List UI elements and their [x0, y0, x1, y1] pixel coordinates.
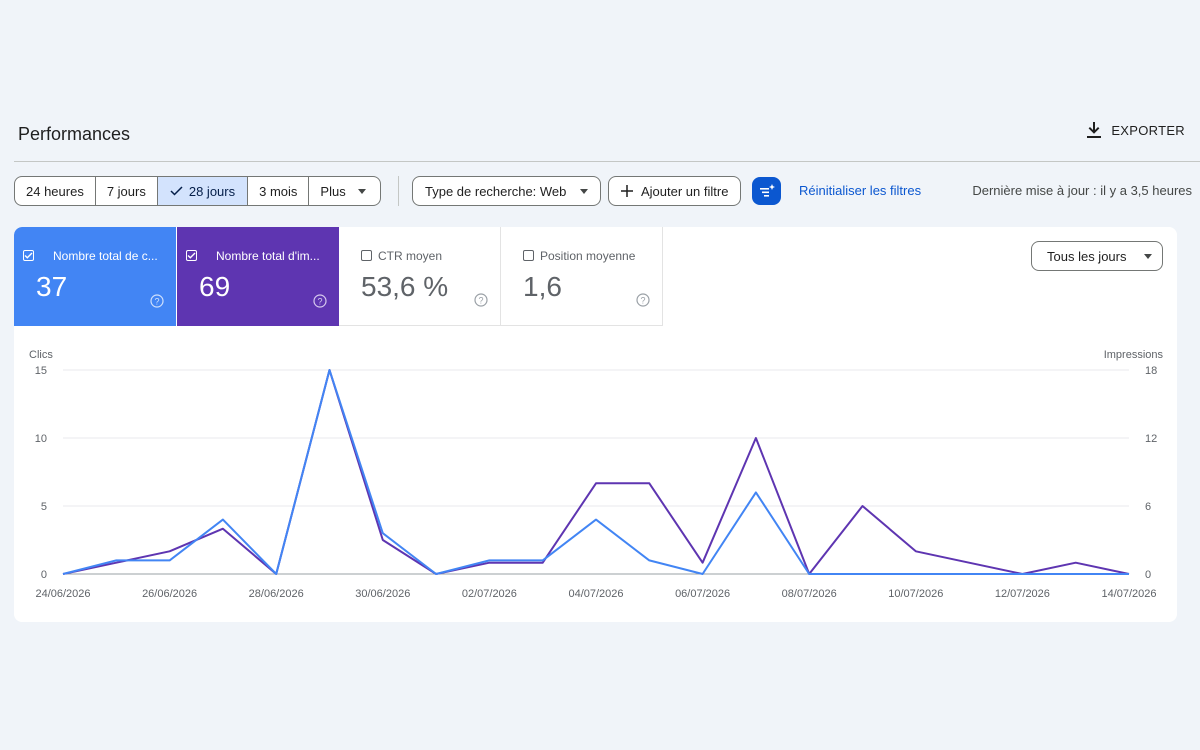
help-icon[interactable]: ?	[474, 293, 488, 312]
y-left-tick-label: 10	[35, 433, 47, 445]
date-range-24h[interactable]: 24 heures	[15, 177, 96, 205]
dropdown-arrow-icon	[1144, 253, 1152, 259]
help-icon[interactable]: ?	[636, 293, 650, 312]
date-range-3m[interactable]: 3 mois	[248, 177, 310, 205]
x-tick-label: 06/07/2026	[675, 588, 730, 600]
performance-card: Nombre total de c... 37 ? Nombre total d…	[14, 227, 1177, 622]
add-filter-button[interactable]: Ajouter un filtre	[608, 176, 742, 206]
y-right-tick-label: 6	[1145, 501, 1151, 513]
filter-sparkle-icon	[759, 184, 775, 197]
plus-icon	[621, 185, 633, 197]
reset-filters-link[interactable]: Réinitialiser les filtres	[799, 183, 922, 198]
checkbox-checked-icon	[186, 250, 197, 261]
x-tick-label: 08/07/2026	[782, 588, 837, 600]
download-icon	[1087, 122, 1102, 138]
page-title: Performances	[18, 124, 131, 144]
svg-text:?: ?	[478, 295, 483, 305]
last-update-text: Dernière mise à jour : il y a 3,5 heures	[972, 183, 1192, 198]
x-tick-label: 10/07/2026	[888, 588, 943, 600]
metric-card-ctr[interactable]: CTR moyen 53,6 % ?	[339, 227, 501, 326]
series-line-clics	[62, 369, 1129, 575]
metric-card-position[interactable]: Position moyenne 1,6 ?	[501, 227, 663, 326]
date-range-label: 3 mois	[259, 183, 298, 199]
svg-text:?: ?	[154, 296, 159, 306]
metric-card-clicks[interactable]: Nombre total de c... 37 ?	[14, 227, 176, 326]
date-range-label: 7 jours	[106, 183, 146, 199]
header-divider	[14, 161, 1200, 162]
export-label: EXPORTER	[1111, 122, 1185, 138]
svg-text:?: ?	[640, 295, 645, 305]
help-icon[interactable]: ?	[150, 294, 164, 313]
y-left-tick-label: 0	[41, 569, 47, 581]
y-left-axis-title: Clics	[29, 349, 53, 361]
date-range-28d[interactable]: 28 jours	[157, 177, 249, 205]
x-tick-label: 30/06/2026	[355, 588, 410, 600]
date-range-label: 28 jours	[188, 183, 236, 199]
search-type-chip[interactable]: Type de recherche: Web	[412, 176, 602, 206]
date-range-7d[interactable]: 7 jours	[96, 177, 158, 205]
x-tick-label: 26/06/2026	[142, 588, 197, 600]
date-range-more[interactable]: Plus	[309, 177, 379, 205]
add-filter-label: Ajouter un filtre	[641, 183, 729, 199]
x-tick-label: 04/07/2026	[568, 588, 623, 600]
metric-value: 37	[36, 271, 68, 302]
y-right-tick-label: 0	[1145, 569, 1151, 581]
performance-chart: Clics Impressions 0 5 10 15 0 6 12 18 24/06/2026 26…	[29, 349, 1164, 600]
x-tick-label: 24/06/2026	[35, 588, 90, 600]
y-left-tick-label: 15	[35, 365, 47, 377]
y-right-tick-label: 18	[1145, 365, 1157, 377]
y-right-tick-label: 12	[1145, 433, 1157, 445]
date-range-label: Plus	[320, 183, 346, 199]
metric-value: 53,6 %	[361, 271, 449, 302]
y-left-tick-label: 5	[41, 501, 47, 513]
date-range-selector: 24 heures 7 jours 28 jours 3 mois Plus	[14, 176, 381, 206]
x-tick-label: 28/06/2026	[249, 588, 304, 600]
metric-value: 69	[199, 271, 231, 302]
toolbar-separator	[398, 176, 399, 206]
x-tick-label: 14/07/2026	[1101, 588, 1156, 600]
metric-card-impressions[interactable]: Nombre total d'im... 69 ?	[177, 227, 339, 326]
metric-value: 1,6	[523, 271, 562, 302]
search-type-label: Type de recherche: Web	[425, 183, 567, 199]
export-button[interactable]: EXPORTER	[1087, 122, 1185, 138]
filter-options-button[interactable]	[752, 177, 781, 205]
checkbox-unchecked-icon	[361, 250, 372, 261]
x-tick-label: 12/07/2026	[995, 588, 1050, 600]
help-icon[interactable]: ?	[313, 294, 327, 313]
svg-text:?: ?	[317, 296, 322, 306]
checkbox-checked-icon	[23, 250, 34, 261]
check-icon	[170, 186, 183, 196]
series-line-impressions	[62, 369, 1130, 575]
y-right-axis-title: Impressions	[1104, 349, 1164, 361]
days-select-value: Tous les jours	[1047, 248, 1127, 264]
dropdown-arrow-icon	[580, 188, 589, 194]
checkbox-unchecked-icon	[523, 250, 534, 261]
date-range-label: 24 heures	[26, 183, 84, 199]
days-select[interactable]: Tous les jours	[1031, 241, 1163, 271]
x-tick-label: 02/07/2026	[462, 588, 517, 600]
dropdown-arrow-icon	[357, 188, 366, 194]
